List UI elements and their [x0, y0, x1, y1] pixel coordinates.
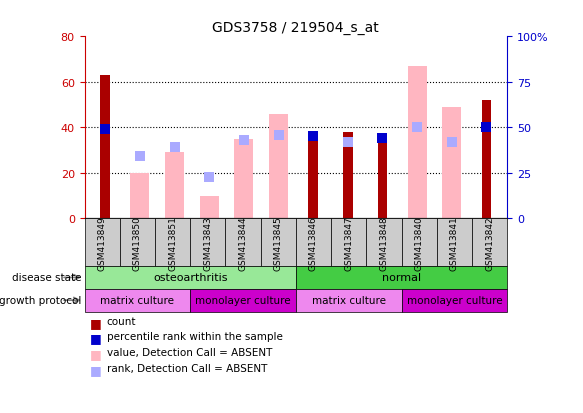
Text: disease state: disease state — [12, 273, 82, 283]
Text: ■: ■ — [90, 347, 102, 360]
Bar — [408, 66, 427, 219]
Text: GSM413841: GSM413841 — [450, 215, 459, 270]
Bar — [482, 101, 491, 219]
Text: GSM413843: GSM413843 — [203, 215, 212, 270]
Text: GSM413848: GSM413848 — [380, 215, 388, 270]
Text: GSM413851: GSM413851 — [168, 215, 177, 270]
Text: value, Detection Call = ABSENT: value, Detection Call = ABSENT — [107, 347, 272, 357]
Text: osteoarthritis: osteoarthritis — [153, 273, 227, 283]
Bar — [343, 133, 353, 219]
Text: rank, Detection Call = ABSENT: rank, Detection Call = ABSENT — [107, 363, 267, 373]
Text: GSM413842: GSM413842 — [485, 216, 494, 270]
Text: GSM413849: GSM413849 — [97, 215, 107, 270]
Bar — [200, 196, 219, 219]
Bar — [269, 114, 288, 219]
Text: GSM413850: GSM413850 — [133, 215, 142, 270]
Bar — [234, 140, 254, 219]
Bar — [165, 153, 184, 219]
Text: ■: ■ — [90, 332, 102, 344]
Title: GDS3758 / 219504_s_at: GDS3758 / 219504_s_at — [212, 21, 380, 35]
Text: monolayer culture: monolayer culture — [406, 295, 502, 306]
Text: normal: normal — [382, 273, 421, 283]
Bar — [378, 137, 387, 219]
Text: GSM413847: GSM413847 — [344, 215, 353, 270]
Bar — [308, 133, 318, 219]
Text: count: count — [107, 316, 136, 326]
Bar — [100, 76, 110, 219]
Text: matrix culture: matrix culture — [312, 295, 386, 306]
Bar — [442, 107, 461, 219]
Text: growth protocol: growth protocol — [0, 295, 82, 306]
Text: GSM413845: GSM413845 — [274, 215, 283, 270]
Text: GSM413844: GSM413844 — [238, 216, 248, 270]
Bar — [131, 173, 149, 219]
Text: matrix culture: matrix culture — [100, 295, 174, 306]
Text: GSM413840: GSM413840 — [415, 215, 424, 270]
Text: ■: ■ — [90, 363, 102, 376]
Text: monolayer culture: monolayer culture — [195, 295, 291, 306]
Text: percentile rank within the sample: percentile rank within the sample — [107, 332, 283, 342]
Text: ■: ■ — [90, 316, 102, 329]
Text: GSM413846: GSM413846 — [309, 215, 318, 270]
